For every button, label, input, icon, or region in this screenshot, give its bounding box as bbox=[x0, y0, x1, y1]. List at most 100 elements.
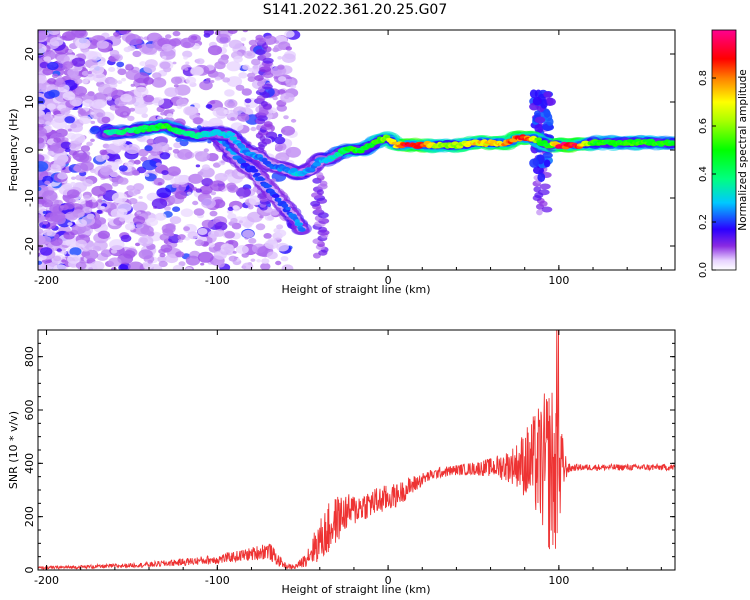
spectrogram-noise-blob bbox=[277, 64, 285, 70]
spectrogram-noise-blob bbox=[38, 254, 47, 261]
spectrogram-noise-blob bbox=[224, 99, 238, 109]
spectrogram-noise-blob bbox=[50, 163, 57, 168]
y-tick-label: 200 bbox=[23, 506, 36, 527]
spectrogram-noise-blob bbox=[75, 152, 90, 163]
spectrogram-burst-blob bbox=[532, 96, 542, 106]
spectrogram-noise-blob bbox=[236, 187, 251, 198]
spectrogram-noise-blob bbox=[203, 30, 214, 36]
spectrogram-noise-blob bbox=[169, 108, 175, 113]
spectrogram-noise-blob bbox=[72, 209, 85, 218]
spectrogram-noise-blob bbox=[38, 161, 49, 172]
spectrogram-noise-blob bbox=[281, 53, 296, 63]
spectrogram-noise-blob bbox=[38, 231, 41, 236]
spectrogram-noise-blob bbox=[126, 185, 135, 191]
spectrogram-noise-blob bbox=[97, 199, 103, 203]
spectrogram-noise-blob bbox=[235, 245, 249, 254]
spectrogram-noise-blob bbox=[239, 196, 244, 199]
spectrogram-noise-blob bbox=[61, 250, 67, 255]
spectrogram-noise-blob bbox=[226, 61, 241, 72]
spectrogram-noise-blob bbox=[46, 103, 56, 110]
spectrogram-noise-blob bbox=[90, 111, 95, 115]
spectrogram-noise-blob bbox=[156, 187, 172, 198]
spectrogram-noise-blob bbox=[42, 220, 49, 225]
spectrogram-noise-blob bbox=[166, 231, 174, 237]
spectrogram-noise-blob bbox=[118, 177, 129, 185]
spectrogram-noise-blob bbox=[132, 201, 148, 212]
spectrogram-noise-blob bbox=[116, 61, 125, 68]
spectrogram-noise-blob bbox=[113, 31, 120, 37]
spectrogram-noise-blob bbox=[226, 250, 231, 254]
spectrogram-noise-blob bbox=[143, 64, 156, 73]
spectrogram-noise-blob bbox=[263, 35, 277, 45]
spectrogram-noise-blob bbox=[126, 30, 132, 33]
spectrogram-burst-blob bbox=[543, 108, 551, 118]
spectrogram-noise-blob bbox=[276, 224, 284, 230]
spectrogram-noise-blob bbox=[132, 215, 146, 225]
spectrogram-noise-blob bbox=[137, 148, 149, 157]
spectrogram-noise-blob bbox=[38, 96, 45, 106]
spectrogram-noise-blob bbox=[70, 123, 77, 129]
spectrogram-noise-blob bbox=[266, 251, 278, 260]
spectrogram-noise-blob bbox=[285, 78, 296, 86]
spectrogram-noise-blob bbox=[172, 206, 181, 212]
spectrogram-ridge-blob bbox=[509, 138, 518, 143]
spectrogram-noise-blob bbox=[161, 43, 173, 52]
spectrogram-y-axis-label: Frequency (Hz) bbox=[7, 109, 20, 192]
spectrogram-noise-blob bbox=[62, 61, 74, 70]
spectrogram-noise-blob bbox=[162, 55, 167, 60]
spectrogram-noise-blob bbox=[232, 205, 239, 210]
spectrogram-noise-blob bbox=[190, 66, 204, 76]
x-tick-label: 100 bbox=[548, 274, 569, 287]
figure-title: S141.2022.361.20.25.G07 bbox=[262, 2, 448, 18]
spectrogram-noise-blob bbox=[67, 128, 72, 132]
spectrogram-noise-blob bbox=[280, 92, 295, 103]
spectrogram-noise-blob bbox=[275, 260, 282, 266]
spectrogram-noise-blob bbox=[82, 79, 89, 84]
spectrogram-noise-blob bbox=[99, 149, 108, 155]
spectrogram-noise-blob bbox=[158, 260, 168, 268]
spectrogram-noise-blob bbox=[80, 145, 91, 152]
spectrogram-noise-blob bbox=[201, 219, 215, 229]
spectrogram-noise-blob bbox=[56, 54, 70, 64]
spectrogram-noise-blob bbox=[69, 143, 77, 149]
spectrogram-noise-blob bbox=[227, 184, 239, 193]
spectrogram-noise-blob bbox=[67, 222, 73, 226]
spectrogram-noise-blob bbox=[38, 176, 44, 181]
spectrogram-noise-blob bbox=[96, 112, 104, 118]
spectrogram-noise-blob bbox=[247, 72, 256, 79]
spectrogram-noise-blob bbox=[207, 140, 212, 144]
spectrogram-blobs bbox=[38, 30, 675, 270]
spectrogram-noise-blob bbox=[214, 172, 228, 182]
spectrogram-noise-blob bbox=[155, 142, 170, 152]
spectrogram-noise-blob bbox=[47, 61, 59, 71]
spectrogram-noise-blob bbox=[248, 39, 257, 46]
spectrogram-noise-blob bbox=[53, 255, 62, 262]
spectrogram-noise-blob bbox=[151, 77, 167, 88]
spectrogram-noise-blob bbox=[209, 180, 226, 192]
spectrogram-noise-blob bbox=[160, 111, 166, 116]
spectrogram-noise-blob bbox=[144, 211, 152, 216]
spectrogram-noise-blob bbox=[230, 117, 235, 121]
spectrogram-noise-blob bbox=[195, 164, 201, 168]
spectrogram-noise-blob bbox=[139, 61, 147, 67]
spectrogram-noise-blob bbox=[172, 148, 180, 154]
spectrogram-column-blob bbox=[316, 172, 324, 178]
spectrogram-column-blob bbox=[319, 180, 328, 187]
colorbar-ticks: 0.0 0.2 0.4 0.6 0.8 bbox=[698, 70, 716, 278]
spectrogram-noise-blob bbox=[202, 164, 210, 170]
spectrogram-branch-blob bbox=[258, 177, 266, 181]
spectrogram-noise-blob bbox=[123, 46, 132, 53]
spectrogram-noise-blob bbox=[182, 50, 193, 58]
spectrogram-branch-blob bbox=[264, 184, 272, 188]
spectrogram-branch-blob bbox=[253, 172, 261, 177]
spectrogram-noise-blob bbox=[175, 251, 185, 258]
spectrogram-noise-blob bbox=[49, 211, 66, 223]
spectrogram-noise-blob bbox=[145, 173, 150, 177]
colorbar-tick-label: 0.4 bbox=[698, 166, 709, 182]
spectrogram-noise-blob bbox=[235, 84, 245, 91]
snr-series-line bbox=[38, 330, 675, 570]
spectrogram-noise-blob bbox=[240, 37, 247, 42]
spectrogram-noise-blob bbox=[277, 89, 286, 95]
spectrogram-noise-blob bbox=[278, 76, 287, 82]
